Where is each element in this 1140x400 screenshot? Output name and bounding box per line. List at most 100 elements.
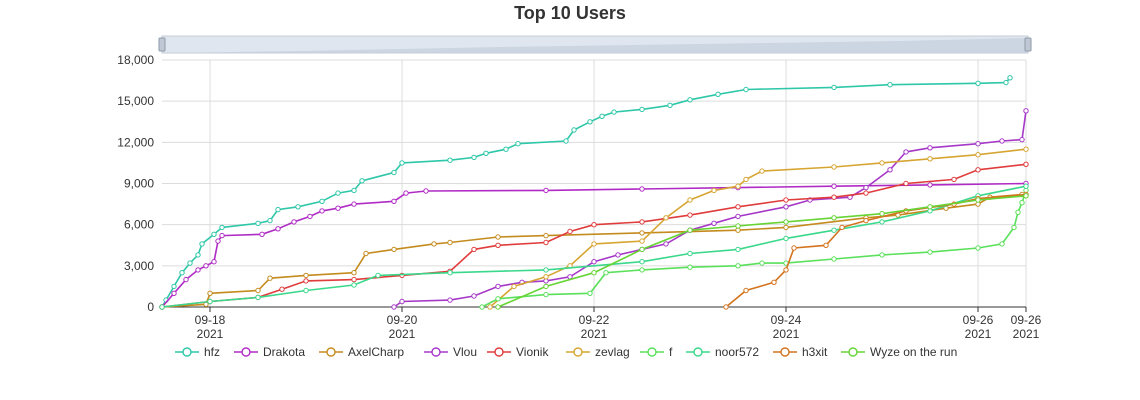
legend-item[interactable]: h3xit [773, 345, 828, 359]
data-point [335, 190, 341, 196]
data-point [399, 298, 405, 305]
zoom-slider[interactable] [158, 35, 1032, 54]
data-point [999, 241, 1005, 247]
data-point [831, 215, 837, 221]
data-point [159, 304, 165, 310]
series-group [159, 75, 1029, 310]
legend-item[interactable]: zevlag [566, 345, 630, 359]
data-point [879, 211, 885, 217]
data-point [1019, 200, 1025, 206]
data-point [399, 160, 405, 166]
data-point [975, 245, 981, 251]
x-tick-label: 09-24 [771, 313, 802, 327]
chart-title: Top 10 Users [514, 3, 626, 23]
data-point [351, 270, 357, 276]
data-point [543, 267, 549, 273]
zoom-slider-left-handle[interactable] [158, 37, 166, 52]
data-point [495, 234, 501, 240]
data-point [279, 286, 285, 292]
data-point [195, 267, 201, 273]
data-point [735, 223, 741, 229]
data-point [543, 274, 549, 280]
y-tick-label: 6,000 [124, 218, 154, 232]
data-point [639, 186, 645, 192]
data-point [303, 287, 309, 294]
x-tick-year-label: 2021 [965, 327, 992, 341]
series-vlou[interactable] [391, 108, 1029, 310]
data-point [687, 227, 693, 233]
data-point [639, 238, 645, 244]
legend-label: noor572 [715, 345, 759, 359]
legend-item[interactable]: Vionik [487, 345, 549, 359]
data-point [831, 256, 837, 262]
data-point [759, 168, 765, 174]
data-point [715, 91, 721, 98]
series-hfz[interactable] [159, 75, 1013, 310]
data-point [1023, 193, 1029, 199]
data-point [255, 287, 261, 294]
y-tick-label: 15,000 [117, 94, 154, 108]
data-point [187, 260, 193, 266]
series-line [725, 193, 1027, 308]
data-point [391, 304, 397, 310]
data-point [687, 197, 693, 203]
data-point [863, 217, 869, 224]
legend: hfz Drakota AxelCharp Vlou Vionik zevlag f noor… [175, 345, 957, 359]
data-point [307, 213, 313, 220]
zoom-slider-right-handle[interactable] [1024, 37, 1032, 52]
data-point [839, 224, 845, 231]
data-point [447, 270, 453, 276]
data-point [183, 276, 189, 283]
legend-item[interactable]: Wyze on the run [841, 345, 957, 359]
data-point [903, 180, 909, 187]
data-point [663, 215, 669, 221]
legend-item[interactable]: noor572 [686, 345, 759, 359]
data-point [783, 219, 789, 225]
legend-item[interactable]: Vlou [424, 345, 477, 359]
data-point [495, 283, 501, 290]
x-tick-label: 09-20 [387, 313, 418, 327]
data-point [975, 167, 981, 173]
data-point [375, 272, 381, 279]
data-point [563, 138, 569, 144]
legend-label: Drakota [263, 345, 305, 359]
legend-item[interactable]: Drakota [234, 345, 305, 359]
data-point [259, 231, 265, 238]
data-point [743, 176, 749, 183]
data-point [587, 119, 593, 125]
series-f[interactable] [479, 187, 1029, 310]
data-point [319, 198, 325, 205]
data-point [975, 152, 981, 158]
legend-item[interactable]: f [640, 345, 673, 359]
series-zevlag[interactable] [487, 146, 1029, 310]
data-point [267, 217, 273, 224]
series-noor572[interactable] [159, 183, 1029, 310]
legend-label: Vlou [453, 345, 477, 359]
series-line [497, 195, 1027, 308]
data-point [1007, 75, 1013, 81]
legend-item[interactable]: AxelCharp [319, 345, 404, 359]
data-point [711, 220, 717, 227]
data-point [999, 138, 1005, 144]
legend-label: Vionik [516, 345, 549, 359]
data-point [255, 294, 261, 301]
legend-marker-icon [573, 347, 583, 357]
data-point [391, 169, 397, 176]
data-point [215, 238, 221, 244]
data-point [495, 304, 501, 310]
data-point [483, 150, 489, 157]
data-point [743, 287, 749, 294]
legend-item[interactable]: hfz [175, 345, 220, 359]
series-drakota[interactable] [159, 180, 1029, 310]
series-wyze-on-the-run[interactable] [495, 193, 1029, 310]
legend-marker-icon [647, 347, 657, 357]
x-tick-label: 09-18 [195, 313, 226, 327]
data-point [927, 249, 933, 255]
data-point [543, 291, 549, 298]
data-point [975, 80, 981, 87]
data-point [611, 109, 617, 115]
data-point [295, 204, 301, 210]
data-point [1023, 108, 1029, 114]
data-point [543, 187, 549, 194]
